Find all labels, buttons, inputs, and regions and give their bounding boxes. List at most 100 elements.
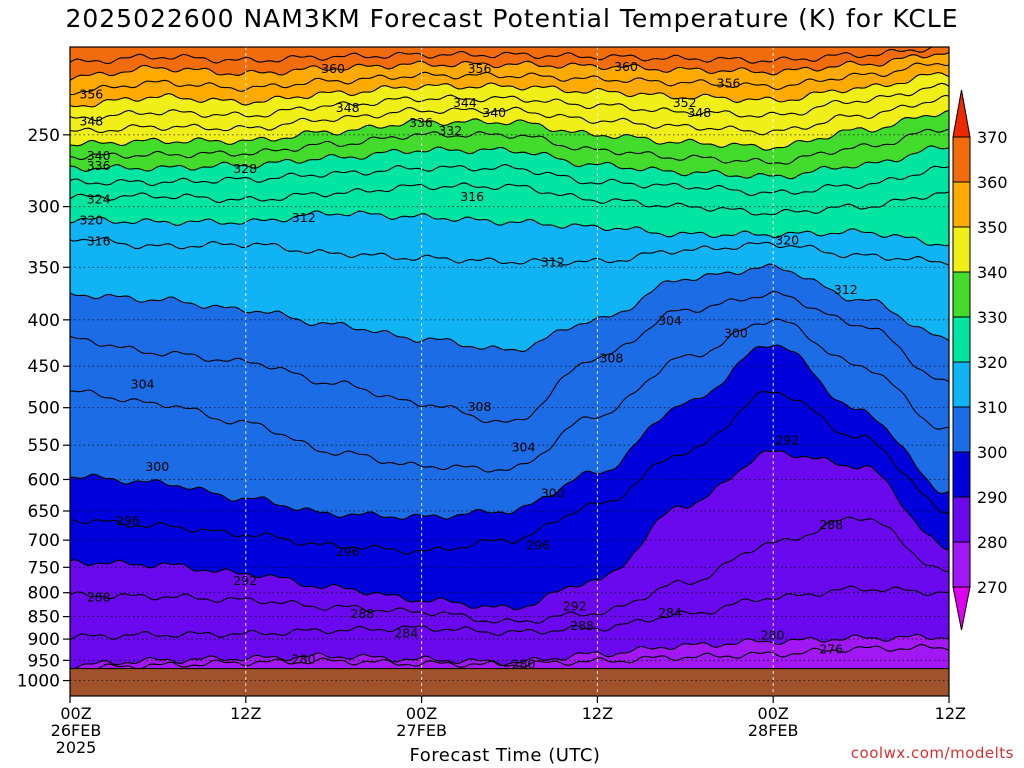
contour-label: 304 — [131, 376, 155, 391]
y-tick-label: 250 — [28, 126, 60, 146]
isotherm-line — [70, 94, 949, 136]
colorbar-label: 360 — [977, 173, 1008, 192]
contour-label: 348 — [687, 105, 711, 120]
contour-label: 328 — [233, 161, 257, 176]
grid-lines — [70, 47, 949, 696]
x-axis-label: Forecast Time (UTC) — [409, 745, 601, 766]
isotherm-line — [70, 210, 949, 247]
contour-label: 304 — [658, 313, 682, 328]
isotherm-line — [70, 164, 949, 197]
colorbar: 270 280 290 300 310 320 330 340 350 360 370 — [952, 89, 1008, 631]
colorbar-segment — [952, 406, 971, 453]
temperature-band — [70, 517, 949, 640]
x-tick-label: 00Z — [758, 704, 789, 723]
colorbar-segment — [952, 361, 971, 408]
colorbar-label: 340 — [977, 263, 1008, 282]
contour-label: 296 — [336, 544, 360, 559]
colorbar-segment — [952, 136, 971, 183]
colorbar-segment — [952, 226, 971, 273]
x-tick-label: 12Z — [935, 704, 966, 723]
temperature-band — [70, 129, 949, 179]
contour-label: 336 — [409, 115, 433, 130]
temperature-band — [70, 586, 949, 669]
y-tick-label: 700 — [28, 531, 60, 551]
contour-label: 300 — [541, 485, 565, 500]
contour-label: 320 — [79, 213, 103, 228]
y-tick-label: 550 — [28, 436, 60, 456]
y-tick-label: 800 — [28, 584, 60, 604]
colorbar-segment — [952, 316, 971, 363]
isotherm-line — [70, 644, 949, 672]
temperature-band — [70, 210, 949, 265]
contour-label: 356 — [717, 76, 741, 91]
isotherm-line — [70, 390, 949, 555]
temperature-band — [70, 183, 949, 246]
temperature-band — [70, 47, 933, 64]
temperature-band — [70, 72, 949, 121]
contour-label: 288 — [350, 606, 374, 621]
contour-label: 340 — [482, 105, 506, 120]
plot-frame — [69, 46, 950, 697]
y-tick-label: 450 — [28, 357, 60, 377]
contour-label: 280 — [512, 657, 536, 672]
contour-label: 296 — [526, 538, 550, 553]
temperature-band — [70, 318, 949, 520]
temperature-band — [70, 95, 949, 151]
terrain-fill — [70, 668, 949, 696]
y-tick-label: 950 — [28, 651, 60, 671]
isotherm-line — [70, 237, 949, 266]
colorbar-segment — [952, 271, 971, 318]
contour-label: 344 — [453, 95, 477, 110]
x-tick-label: 27FEB — [396, 721, 447, 740]
x-tick-label: 26FEB — [51, 721, 102, 740]
contour-label: 292 — [775, 432, 799, 447]
temperature-band — [70, 345, 949, 555]
contour-label: 280 — [761, 628, 785, 643]
isotherm-lines — [70, 47, 949, 672]
isotherm-line — [70, 72, 949, 108]
contour-label: 284 — [394, 625, 418, 640]
contour-label: 300 — [724, 325, 748, 340]
isotherm-line — [70, 109, 949, 151]
isotherm-line — [70, 52, 949, 81]
colorbar-label: 320 — [977, 353, 1008, 372]
x-tick-label: 00Z — [60, 704, 91, 723]
y-tick-label: 750 — [28, 558, 60, 578]
isotherm-line — [70, 344, 949, 520]
contour-label: 332 — [438, 123, 462, 138]
y-axis: 2503003504004505005506006507007508008509… — [17, 126, 70, 692]
temperature-band — [70, 145, 949, 196]
contour-label: 360 — [321, 61, 345, 76]
contour-label: 348 — [79, 113, 103, 128]
chart-title: 2025022600 NAM3KM Forecast Potential Tem… — [65, 4, 959, 33]
contour-label: 324 — [87, 192, 111, 207]
isotherm-line — [70, 516, 949, 624]
temperature-band — [70, 110, 949, 164]
colorbar-segment — [952, 89, 971, 138]
colorbar-label: 330 — [977, 308, 1008, 327]
contour-fills — [70, 47, 949, 696]
colorbar-label: 270 — [977, 578, 1008, 597]
colorbar-segment — [952, 586, 971, 631]
isotherm-line — [70, 290, 949, 424]
isotherm-line — [70, 263, 949, 352]
colorbar-label: 310 — [977, 398, 1008, 417]
temperature-band — [70, 63, 949, 107]
contour-label: 308 — [599, 350, 623, 365]
y-tick-label: 400 — [28, 311, 60, 331]
isotherm-line — [70, 82, 949, 122]
x-tick-label: 2025 — [56, 738, 97, 757]
temperature-band — [70, 52, 949, 95]
y-tick-label: 1000 — [17, 672, 60, 692]
y-tick-label: 650 — [28, 502, 60, 522]
contour-label: 340 — [87, 148, 111, 163]
colorbar-segment — [952, 541, 971, 588]
contour-label: 276 — [819, 642, 843, 657]
temperature-band — [70, 237, 949, 352]
y-tick-label: 600 — [28, 470, 60, 490]
isotherm-line — [70, 633, 949, 670]
y-tick-label: 350 — [28, 258, 60, 278]
